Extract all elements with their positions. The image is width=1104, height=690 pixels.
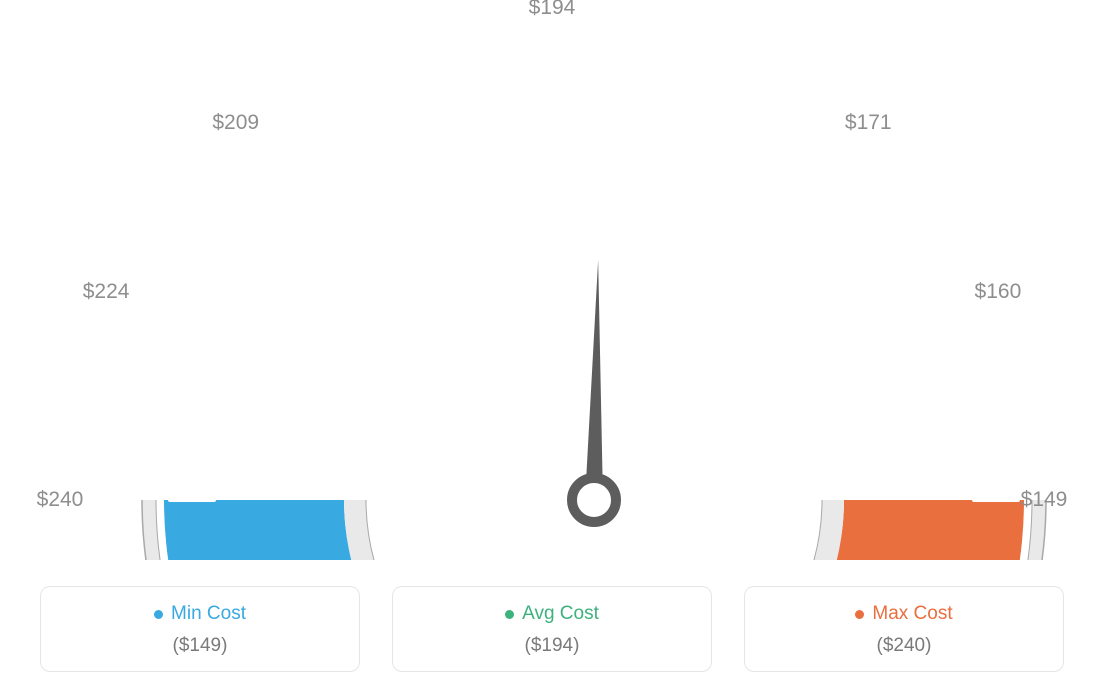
legend-avg-value: ($194) bbox=[393, 635, 711, 657]
legend-avg-label: Avg Cost bbox=[522, 603, 599, 625]
gauge-tick-label: $160 bbox=[975, 280, 1022, 304]
dot-icon-avg bbox=[505, 610, 514, 619]
legend-card-min: Min Cost ($149) bbox=[40, 586, 360, 672]
gauge-tick-label: $224 bbox=[83, 280, 130, 304]
legend-row: Min Cost ($149) Avg Cost ($194) Max Cost… bbox=[0, 586, 1104, 672]
gauge-tick-label: $209 bbox=[212, 111, 259, 135]
dot-icon-min bbox=[154, 610, 163, 619]
legend-max-value: ($240) bbox=[745, 635, 1063, 657]
legend-card-max: Max Cost ($240) bbox=[744, 586, 1064, 672]
legend-min-label: Min Cost bbox=[171, 603, 246, 625]
gauge-tick-label: $171 bbox=[845, 111, 892, 135]
legend-min-value: ($149) bbox=[41, 635, 359, 657]
legend-max-label: Max Cost bbox=[872, 603, 952, 625]
gauge-tick-label: $194 bbox=[529, 0, 576, 20]
gauge-tick-label: $149 bbox=[1021, 488, 1068, 512]
dot-icon-max bbox=[855, 610, 864, 619]
gauge-svg bbox=[42, 0, 1104, 560]
gauge-tick-label: $240 bbox=[37, 488, 84, 512]
gauge-chart bbox=[42, 0, 1062, 560]
legend-card-avg: Avg Cost ($194) bbox=[392, 586, 712, 672]
